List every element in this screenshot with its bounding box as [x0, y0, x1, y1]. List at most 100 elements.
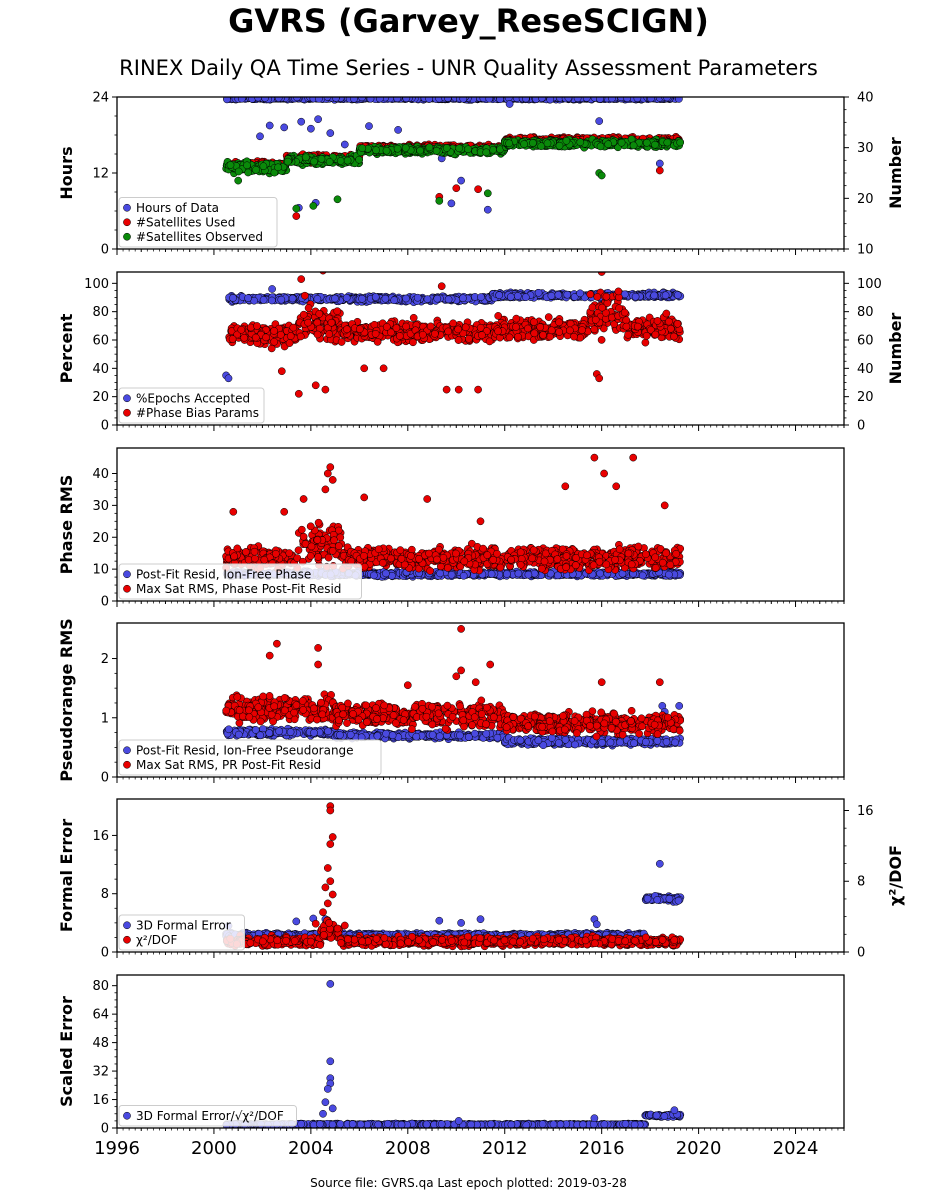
- data-point: [530, 318, 538, 326]
- data-point: [555, 328, 564, 336]
- data-point: [536, 323, 545, 331]
- data-point: [653, 317, 662, 325]
- data-point: [340, 140, 349, 149]
- y-right-tick-label: 20: [857, 390, 874, 405]
- data-point: [237, 97, 246, 103]
- data-point: [268, 296, 276, 305]
- data-point: [331, 294, 339, 303]
- data-point: [426, 322, 435, 331]
- data-point: [292, 212, 301, 220]
- y-right-tick-label: 60: [857, 334, 874, 349]
- data-point: [506, 293, 515, 301]
- data-point: [409, 338, 417, 347]
- data-point: [546, 97, 555, 104]
- data-point: [323, 97, 332, 101]
- data-point: [280, 123, 289, 132]
- data-point: [586, 290, 595, 299]
- data-point: [337, 338, 346, 346]
- data-point: [485, 97, 494, 103]
- legend-percent: %Epochs Accepted#Phase Bias Params: [118, 387, 265, 424]
- data-point: [642, 138, 651, 147]
- data-point: [432, 146, 441, 155]
- data-point: [442, 385, 451, 394]
- data-point: [662, 309, 671, 318]
- legend-marker: [123, 408, 131, 417]
- data-point: [251, 333, 260, 342]
- data-point: [425, 143, 434, 152]
- data-point: [489, 145, 497, 154]
- data-point: [538, 97, 546, 102]
- data-point: [355, 325, 364, 333]
- y-right-tick-label: 40: [857, 362, 874, 377]
- data-point: [379, 364, 388, 373]
- points-hours: [222, 97, 685, 220]
- data-point: [676, 138, 685, 147]
- data-point: [268, 285, 276, 293]
- data-point: [366, 97, 375, 103]
- data-point: [521, 293, 530, 302]
- y-right-axis-label: Number: [886, 137, 905, 209]
- data-point: [292, 204, 301, 213]
- data-point: [284, 157, 292, 166]
- points-percent: [222, 272, 685, 398]
- data-point: [608, 313, 616, 322]
- data-point: [647, 97, 655, 103]
- data-point: [234, 176, 243, 185]
- data-point: [297, 275, 306, 283]
- data-point: [576, 289, 584, 298]
- legend-marker: [123, 232, 131, 241]
- data-point: [252, 166, 260, 174]
- data-point: [524, 324, 532, 333]
- data-point: [452, 184, 461, 193]
- y-tick-label: 0: [101, 419, 109, 434]
- data-point: [477, 293, 485, 301]
- data-point: [223, 97, 231, 104]
- data-point: [590, 325, 599, 334]
- data-point: [673, 319, 682, 328]
- data-point: [455, 144, 464, 153]
- data-point: [261, 97, 269, 102]
- data-point: [294, 389, 303, 398]
- data-point: [512, 314, 521, 323]
- legend-marker: [123, 203, 131, 212]
- data-point: [474, 185, 482, 194]
- data-point: [270, 337, 279, 346]
- data-point: [270, 327, 278, 335]
- data-point: [483, 189, 492, 198]
- data-point: [504, 97, 513, 102]
- data-point: [326, 129, 335, 137]
- data-point: [663, 138, 672, 147]
- data-point: [301, 291, 309, 300]
- data-point: [350, 97, 358, 103]
- data-point: [416, 146, 424, 155]
- data-point: [655, 159, 664, 168]
- y-tick-label: 80: [92, 305, 109, 320]
- data-point: [505, 139, 513, 148]
- data-point: [570, 332, 578, 341]
- data-point: [514, 332, 522, 341]
- data-point: [620, 308, 629, 317]
- data-point: [256, 132, 264, 141]
- y-right-tick-label: 80: [857, 305, 874, 320]
- data-point: [393, 144, 402, 153]
- data-point: [313, 330, 322, 339]
- data-point: [593, 293, 602, 301]
- data-point: [288, 294, 297, 303]
- data-point: [226, 161, 235, 169]
- data-point: [482, 148, 491, 157]
- data-point: [333, 195, 342, 204]
- data-point: [365, 122, 373, 130]
- data-point: [555, 318, 563, 327]
- data-point: [311, 381, 320, 390]
- y-tick-label: 40: [92, 362, 109, 377]
- data-point: [608, 97, 616, 103]
- data-point: [596, 97, 604, 103]
- data-point: [390, 296, 399, 305]
- y-tick-label: 12: [92, 167, 109, 182]
- data-point: [274, 163, 282, 172]
- data-point: [505, 333, 514, 342]
- data-point: [372, 146, 380, 155]
- y-right-tick-label: 0: [857, 419, 865, 434]
- data-point: [315, 97, 323, 103]
